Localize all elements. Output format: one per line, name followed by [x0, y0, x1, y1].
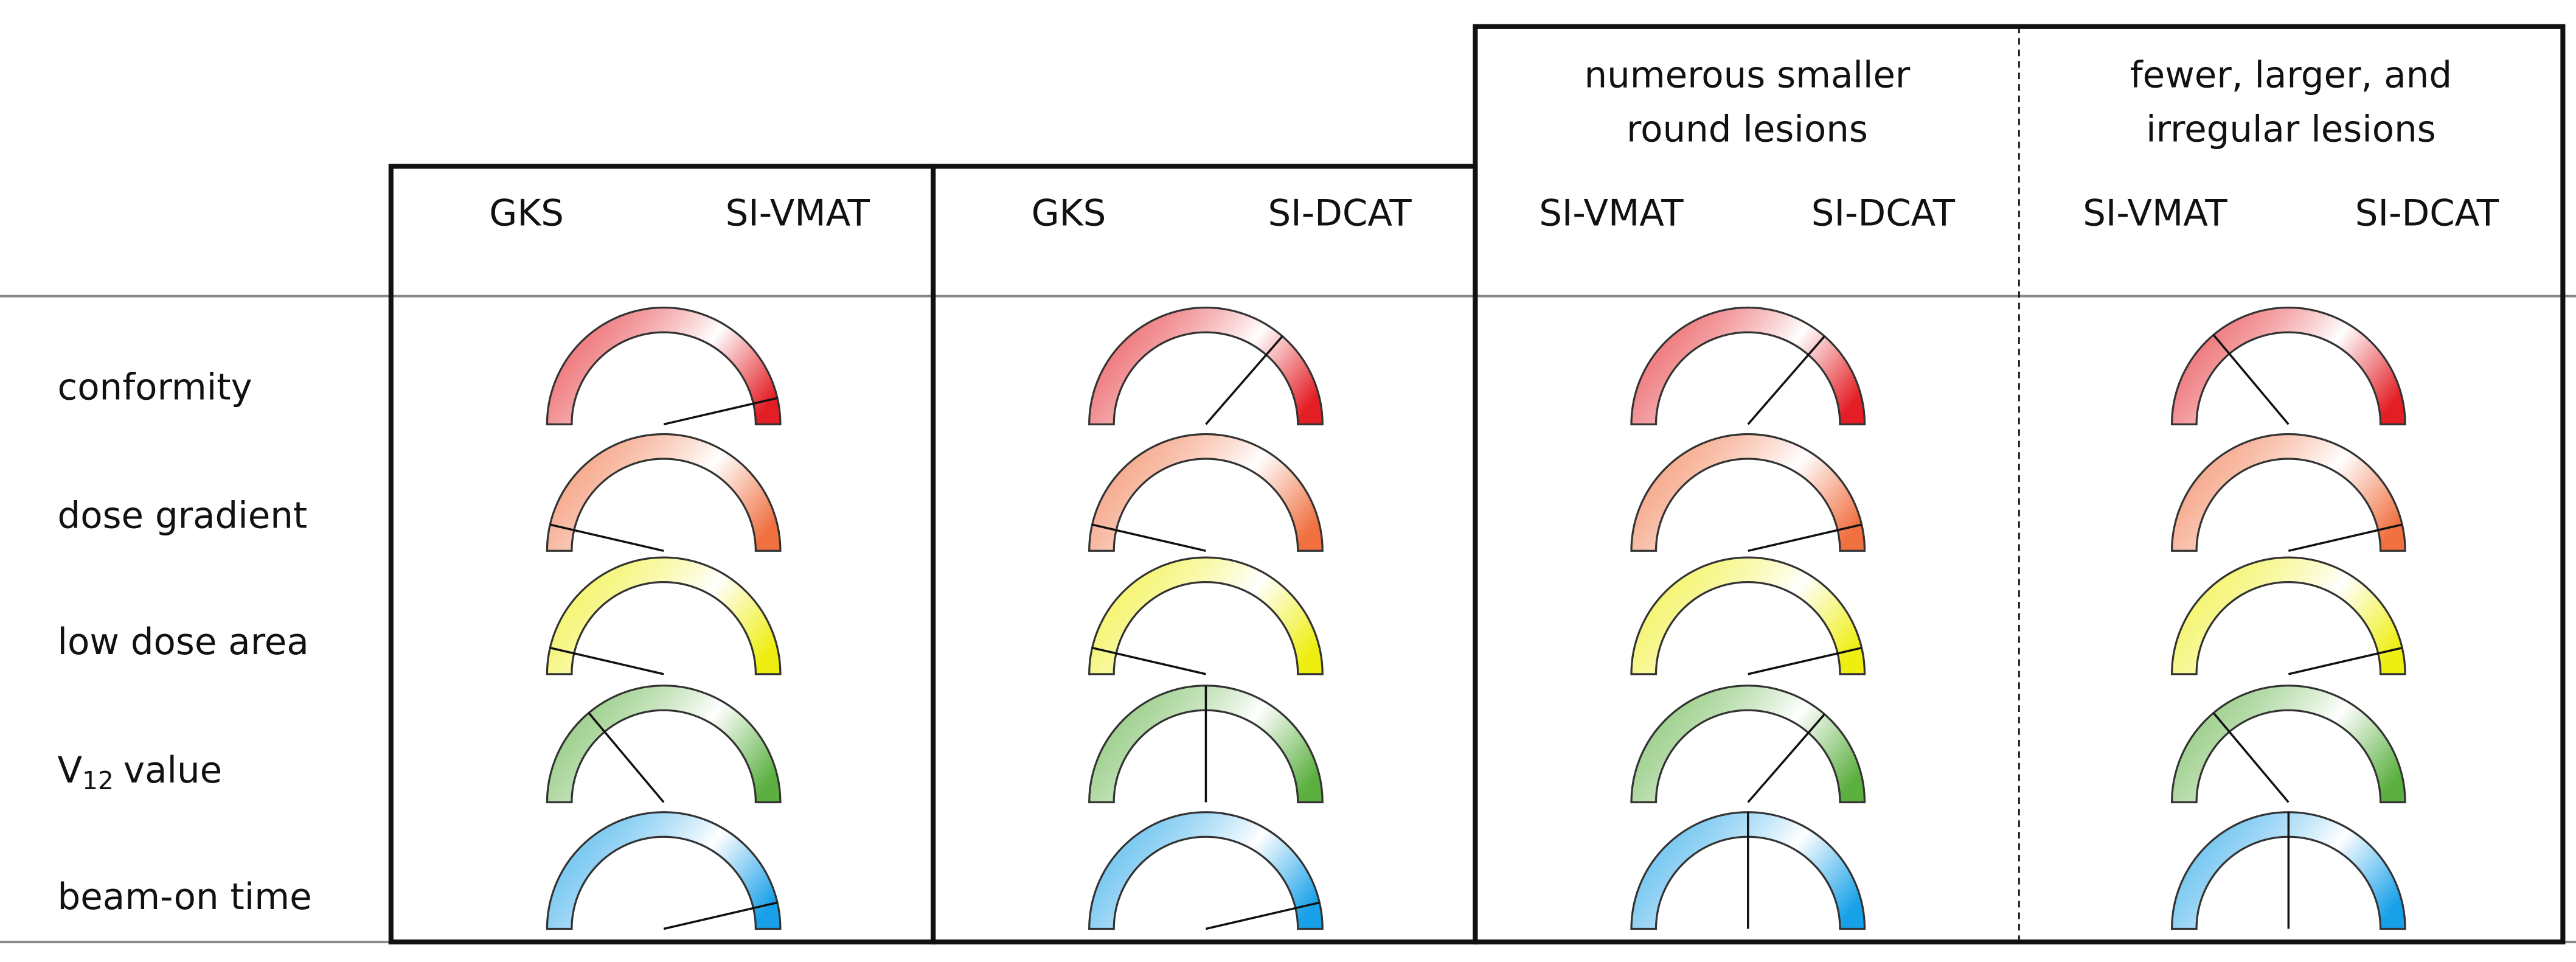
group-header: irregular lesions — [2146, 109, 2436, 151]
row-label: conformity — [58, 367, 252, 409]
row-label-suffix: value — [123, 750, 222, 792]
gauge-needle — [1748, 647, 1862, 675]
gauge-arc — [1630, 307, 1866, 425]
gauge-arc — [2170, 556, 2406, 675]
gauge-arc — [2170, 811, 2406, 930]
row-label-text: V — [58, 750, 83, 792]
row-label: low dose area — [58, 621, 309, 663]
gauge-arc — [546, 556, 782, 675]
gauge-needle — [1205, 335, 1283, 425]
row-label: dose gradient — [58, 495, 308, 537]
gauge-arc — [546, 811, 782, 930]
gauge-arc — [1088, 433, 1324, 552]
gauge-needle — [1748, 523, 1862, 552]
gauge-arc — [1088, 556, 1324, 675]
gauge-arc — [2170, 433, 2406, 552]
gauge-arc — [1630, 556, 1866, 675]
column-box — [1473, 24, 2566, 945]
gauge-arc — [2170, 307, 2406, 425]
row-label: V12 value — [58, 750, 223, 795]
method-header: SI-DCAT — [2355, 192, 2499, 234]
gauge-needle — [2212, 334, 2290, 425]
gauge-arc — [1088, 811, 1324, 930]
gauge-needle — [663, 397, 778, 426]
row-label: beam-on time — [58, 876, 312, 918]
gauge-needle — [549, 523, 664, 552]
gauge-needle — [2288, 647, 2403, 675]
group-header: numerous smaller — [1584, 55, 1910, 97]
gauge-arc — [1630, 433, 1866, 552]
gauge-arc — [1088, 685, 1324, 804]
method-header: SI-DCAT — [1268, 192, 1412, 234]
gauge-arc — [1088, 307, 1324, 425]
gauge-arc — [2170, 685, 2406, 804]
row-label-text: conformity — [58, 367, 252, 409]
group-header: round lesions — [1626, 109, 1868, 151]
gauge-arc — [546, 307, 782, 425]
gauge-needle — [588, 712, 665, 803]
gauge-needle — [663, 901, 778, 930]
gauge-needle — [1747, 335, 1825, 425]
row-label-text: beam-on time — [58, 876, 312, 918]
gauge-needle — [2288, 523, 2403, 552]
gauge-needle — [1206, 901, 1320, 930]
row-label-text: dose gradient — [58, 495, 308, 537]
gauge-arc — [1630, 811, 1866, 930]
method-header: GKS — [1032, 192, 1106, 234]
method-header: SI-DCAT — [1811, 192, 1956, 234]
gauge-arc — [546, 685, 782, 804]
gauge-needle — [549, 647, 664, 675]
gauge-needle — [1092, 647, 1206, 675]
gauge-needle — [2212, 712, 2290, 803]
method-header: GKS — [489, 192, 564, 234]
gauge-needle — [1092, 523, 1206, 552]
group-header: fewer, larger, and — [2130, 55, 2452, 97]
method-header: SI-VMAT — [2083, 192, 2227, 234]
gauge-arc — [546, 433, 782, 552]
gauge-arc — [1630, 685, 1866, 804]
method-header: SI-VMAT — [726, 192, 870, 234]
method-header: SI-VMAT — [1539, 192, 1684, 234]
gauge-needle — [1747, 713, 1825, 803]
row-label-subscript: 12 — [82, 766, 114, 795]
row-label-text: low dose area — [58, 621, 309, 663]
